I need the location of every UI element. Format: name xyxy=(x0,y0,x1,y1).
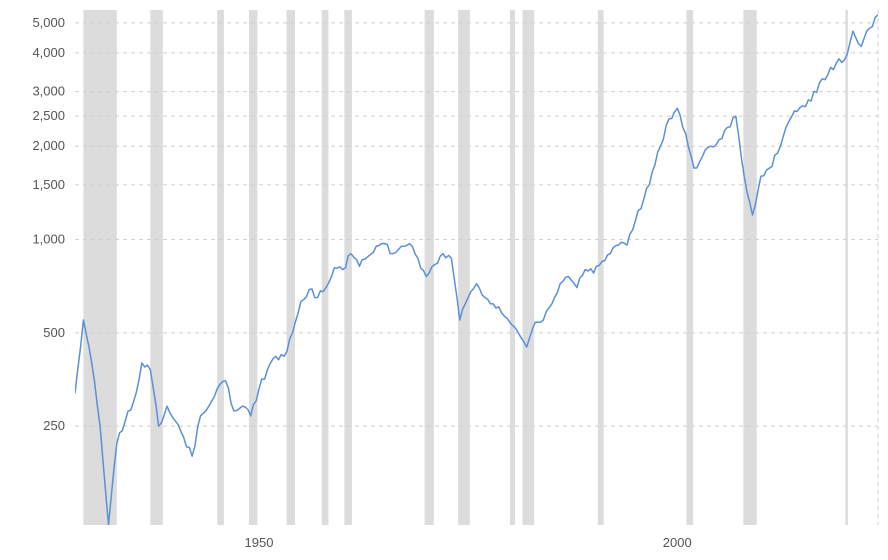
y-axis-label: 1,500 xyxy=(32,177,65,192)
recession-band xyxy=(845,10,848,525)
recession-band xyxy=(150,10,163,525)
recession-band xyxy=(598,10,604,525)
recession-band xyxy=(425,10,434,525)
recession-band xyxy=(458,10,470,525)
recession-band xyxy=(510,10,515,525)
recession-band xyxy=(322,10,329,525)
x-axis-label: 1950 xyxy=(245,535,274,550)
y-axis-label: 4,000 xyxy=(32,45,65,60)
y-axis-label: 250 xyxy=(43,418,65,433)
recession-band xyxy=(249,10,257,525)
y-axis-label: 2,000 xyxy=(32,138,65,153)
y-axis-label: 5,000 xyxy=(32,15,65,30)
y-axis-label: 1,000 xyxy=(32,232,65,247)
y-axis-label: 2,500 xyxy=(32,108,65,123)
recession-band xyxy=(523,10,535,525)
y-axis-label: 3,000 xyxy=(32,84,65,99)
recession-band xyxy=(743,10,756,525)
y-axis-label: 500 xyxy=(43,325,65,340)
recession-band xyxy=(287,10,295,525)
line-chart: 250 500 1,000 1,500 2,000 2,500 3,000 4,000 5,00… xyxy=(0,0,888,560)
recession-band xyxy=(83,10,116,525)
recession-band xyxy=(686,10,693,525)
chart-container: 250 500 1,000 1,500 2,000 2,500 3,000 4,000 5,00… xyxy=(0,0,888,560)
x-axis-label: 2000 xyxy=(663,535,692,550)
recession-band xyxy=(217,10,224,525)
